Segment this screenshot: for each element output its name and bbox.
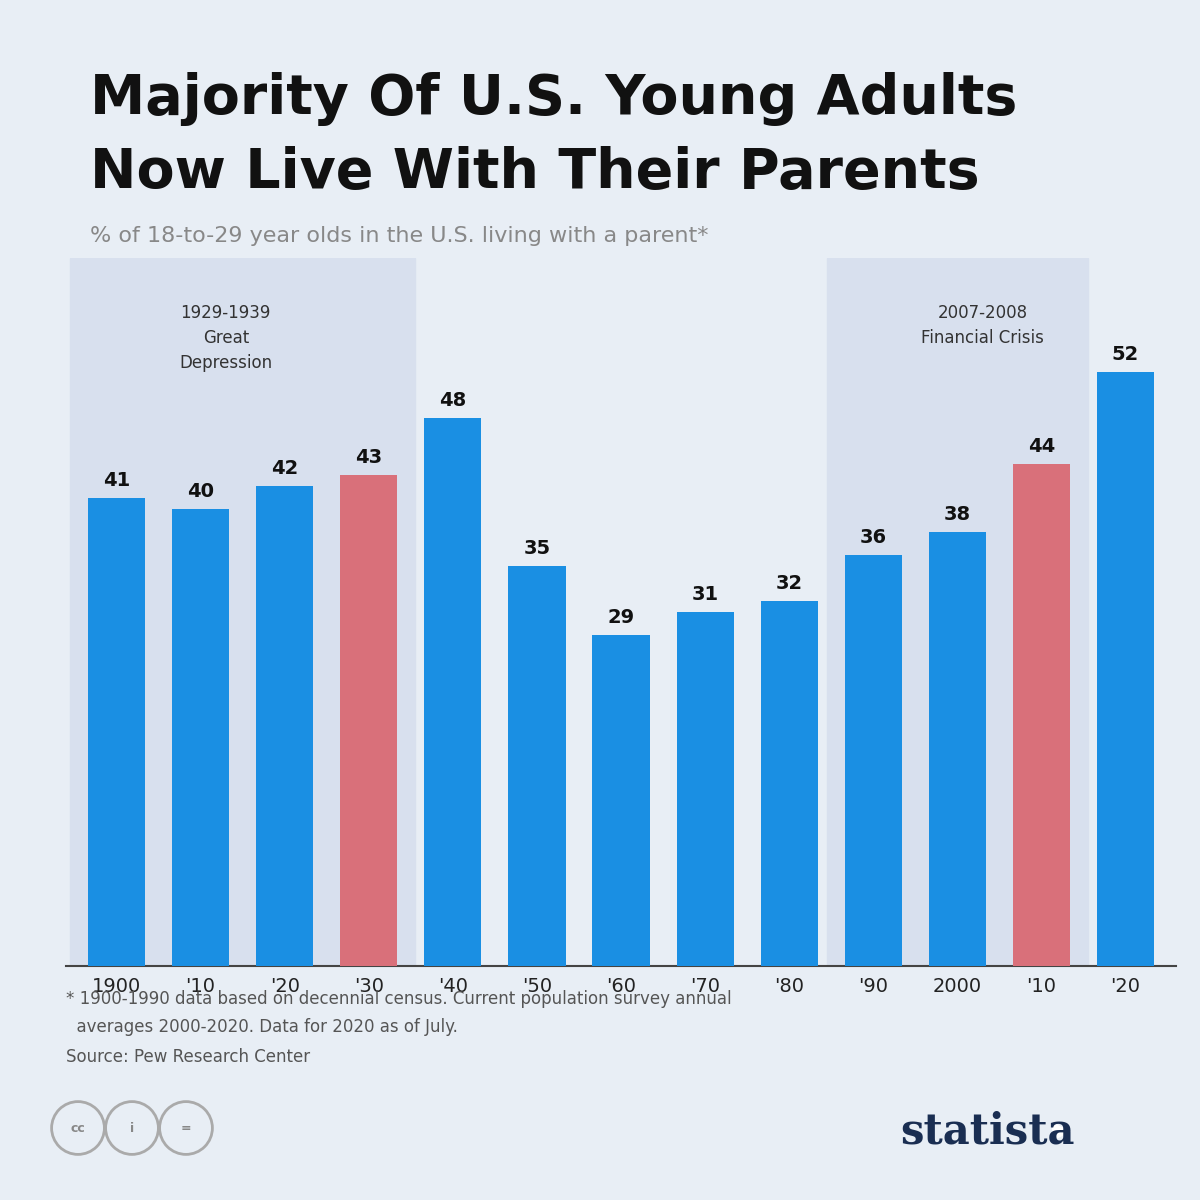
Text: Source: Pew Research Center: Source: Pew Research Center — [66, 1048, 310, 1066]
Bar — [88, 498, 145, 966]
Text: =: = — [181, 1122, 191, 1134]
Bar — [761, 600, 817, 966]
Bar — [1013, 463, 1070, 966]
Text: 40: 40 — [187, 482, 214, 502]
Bar — [677, 612, 733, 966]
Bar — [593, 635, 649, 966]
Text: 31: 31 — [691, 586, 719, 604]
Bar — [172, 509, 229, 966]
Text: 36: 36 — [859, 528, 887, 547]
Text: statista: statista — [900, 1111, 1074, 1152]
Bar — [256, 486, 313, 966]
Text: 42: 42 — [271, 460, 299, 479]
Bar — [1097, 372, 1154, 966]
Text: 41: 41 — [103, 470, 130, 490]
Text: 38: 38 — [944, 505, 971, 524]
Bar — [340, 475, 397, 966]
Text: 1929-1939
Great
Depression: 1929-1939 Great Depression — [179, 304, 272, 372]
Bar — [827, 258, 1087, 966]
Text: 52: 52 — [1112, 346, 1139, 365]
Text: % of 18-to-29 year olds in the U.S. living with a parent*: % of 18-to-29 year olds in the U.S. livi… — [90, 226, 708, 246]
Text: 35: 35 — [523, 539, 551, 558]
Bar — [845, 554, 902, 966]
Bar — [509, 566, 565, 966]
Text: Now Live With Their Parents: Now Live With Their Parents — [90, 146, 979, 200]
Bar — [425, 418, 481, 966]
Text: 2007-2008
Financial Crisis: 2007-2008 Financial Crisis — [922, 304, 1044, 347]
Text: Majority Of U.S. Young Adults: Majority Of U.S. Young Adults — [90, 72, 1018, 126]
Text: ▶: ▶ — [1052, 1118, 1072, 1142]
Text: 43: 43 — [355, 448, 383, 467]
Text: averages 2000-2020. Data for 2020 as of July.: averages 2000-2020. Data for 2020 as of … — [66, 1018, 458, 1036]
Text: 44: 44 — [1028, 437, 1055, 456]
Text: * 1900-1990 data based on decennial census. Current population survey annual: * 1900-1990 data based on decennial cens… — [66, 990, 732, 1008]
Text: 48: 48 — [439, 391, 467, 410]
Text: 29: 29 — [607, 608, 635, 626]
Text: 32: 32 — [775, 574, 803, 593]
Bar — [71, 258, 415, 966]
Text: cc: cc — [71, 1122, 85, 1134]
Text: i: i — [130, 1122, 134, 1134]
Bar — [929, 532, 986, 966]
